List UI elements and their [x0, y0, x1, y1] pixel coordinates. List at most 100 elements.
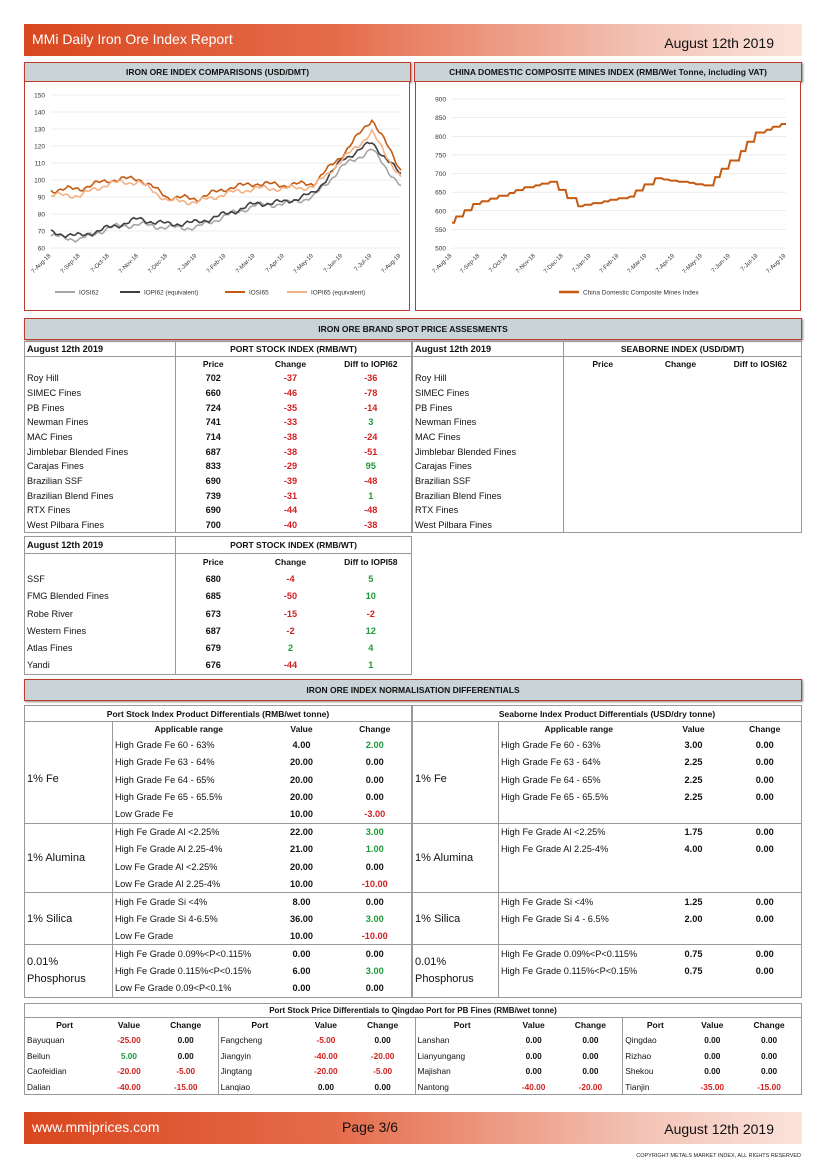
diff-value: 0.75 — [684, 965, 703, 976]
diff-group-label: 1% Silica — [24, 892, 113, 945]
port-name: Lanqiao — [217, 1079, 302, 1095]
brand58-name: Robe River — [24, 605, 176, 623]
diff-value: 0.00 — [292, 948, 311, 959]
brand58-price: 676 — [205, 660, 221, 671]
port-name: Dalian — [27, 1081, 51, 1092]
port-name: Qingdao — [622, 1032, 688, 1048]
diff-value: 20.00 — [290, 861, 313, 872]
series-line — [50, 128, 402, 206]
brand-name: Jimblebar Blended Fines — [24, 444, 176, 459]
sea-brand-name: MAC Fines — [412, 429, 564, 445]
diff-change: 0.00 — [365, 792, 384, 803]
seaborne-table: August 12th 2019 SEABORNE INDEX (USD/DMT… — [412, 341, 802, 533]
sea-brand-price — [564, 386, 642, 401]
brand-price: 724 — [205, 402, 221, 413]
seaborne-header: SEABORNE INDEX (USD/DMT) — [620, 343, 745, 354]
port-value: 0.00 — [704, 1050, 721, 1061]
brand-price: 714 — [205, 431, 221, 442]
y-tick-label: 500 — [435, 246, 446, 253]
diff-row: 1% Alumina High Fe Grade Al <2.25% 1.75 0.0… — [412, 823, 802, 893]
iron-ore-comparison-chart: 60 70 80 90 100 110 120 130 140 150 7-Aug-18 7-Sep-… — [31, 93, 403, 297]
y-tick-label: 800 — [435, 134, 446, 141]
website-link[interactable]: www.mmiprices.com — [32, 1119, 160, 1135]
diff-row: 1% Fe High Grade Fe 60 - 63% 3.00 0.00 — [412, 736, 802, 824]
sea-brand-name: Newman Fines — [412, 414, 564, 430]
diff-row: High Grade Fe 64 - 65% 2.25 0.00 — [413, 771, 802, 788]
legend-label: IOSI62 — [79, 290, 99, 297]
x-tick-label: 7-Aug-18 — [31, 253, 53, 275]
port-value: -35.00 — [700, 1081, 725, 1092]
series-line — [452, 123, 786, 224]
qingdao-col-1: Value — [701, 1020, 724, 1031]
port-name: Nantong — [414, 1079, 509, 1095]
diff-change: -3.00 — [364, 809, 386, 820]
report-date: August 12th 2019 — [664, 35, 774, 51]
diff-value: 2.25 — [684, 774, 703, 785]
diff-range: High Fe Grade Si <4% — [501, 896, 594, 907]
diff-row: 0.01% Phosphorus High Fe Grade 0.09%<P<0.… — [24, 944, 412, 998]
diff-range: Low Fe Grade Al <2.25% — [115, 861, 218, 872]
diff-range: High Fe Grade Si 4-6.5% — [115, 913, 218, 924]
chart1-title: IRON ORE INDEX COMPARISONS (USD/DMT) — [24, 62, 411, 82]
qingdao-col-2: Change — [574, 1020, 606, 1031]
x-tick-label: 7-Apr-19 — [655, 253, 676, 274]
brand58-row: FMG Blended Fines 685 -50 10 — [24, 587, 412, 606]
footer-date: August 12th 2019 — [664, 1121, 774, 1137]
diff-empty — [729, 980, 802, 997]
brand58-change: -50 — [283, 591, 298, 602]
diff-change: 3.00 — [365, 965, 384, 976]
diff-row: Low Fe Grade 10.00 -10.00 — [25, 927, 412, 944]
diff-range: High Fe Grade 0.09%<P<0.115% — [501, 948, 638, 959]
sea-brand-change — [642, 386, 720, 401]
diff-value: 6.00 — [292, 965, 311, 976]
ndiff-col-range: Applicable range — [154, 724, 224, 735]
brand-change: -37 — [283, 373, 298, 384]
qingdao-col-1: Value — [314, 1020, 337, 1031]
ndiff-col-value: Value — [290, 724, 313, 735]
x-tick-label: 7-Dec-18 — [147, 253, 169, 275]
x-tick-label: 7-Jul-19 — [354, 253, 374, 273]
y-tick-label: 80 — [38, 212, 46, 219]
diff-row: Low Fe Grade Al <2.25% 20.00 0.00 — [25, 858, 412, 875]
brand-price: 690 — [205, 505, 221, 516]
diff-range: High Fe Grade 0.115%<P<0.15% — [501, 965, 638, 976]
qingdao-col-0: Port — [217, 1017, 302, 1033]
brand-price: 690 — [205, 476, 221, 487]
sea-brand-price — [564, 444, 642, 459]
diff-value: 20.00 — [290, 792, 313, 803]
brand-row: RTX Fines 690 -44 -48 — [24, 503, 412, 518]
diff-change: 0.00 — [755, 827, 774, 838]
sea-brand-diff — [720, 415, 802, 430]
port-value: 0.00 — [525, 1050, 542, 1061]
diff-value: 2.00 — [684, 913, 703, 924]
brand-price: 741 — [205, 417, 221, 428]
sea-brand-price — [564, 518, 642, 533]
brand-name: Brazilian Blend Fines — [24, 488, 176, 504]
port-stock-58-table: August 12th 2019 PORT STOCK INDEX (RMB/W… — [24, 536, 412, 675]
diff-empty — [499, 806, 659, 823]
qingdao-header: Port Stock Price Differentials to Qingda… — [269, 1006, 557, 1015]
diff-change: 0.00 — [365, 757, 384, 768]
brand58-change: -15 — [283, 608, 298, 619]
diff-group-label: 1% Fe — [24, 736, 113, 824]
diff-range: High Fe Grade 0.09%<P<0.115% — [115, 948, 252, 959]
diff-change: -10.00 — [361, 930, 388, 941]
sea-brand-price — [564, 400, 642, 415]
brand-diff: -78 — [364, 387, 378, 398]
x-tick-label: 7-Mar-19 — [235, 253, 257, 275]
diff-empty — [659, 806, 729, 823]
port-value: -20.00 — [117, 1066, 141, 1077]
legend-label: IOPI65 (equivalent) — [311, 290, 365, 297]
port-change: 0.00 — [374, 1081, 391, 1092]
port-value: -20.00 — [314, 1066, 338, 1077]
brand58-price: 680 — [205, 574, 221, 585]
brand-name: MAC Fines — [24, 429, 176, 445]
y-tick-label: 100 — [34, 178, 45, 185]
port-value: 0.00 — [525, 1066, 542, 1077]
diff-change: 0.00 — [365, 948, 384, 959]
sea-brand-diff — [720, 400, 802, 415]
sea-brand-change — [642, 430, 720, 445]
sea-brand-name: Jimblebar Blended Fines — [412, 444, 564, 459]
port-name: Rizhao — [622, 1048, 688, 1064]
x-tick-label: 7-Sep-18 — [60, 253, 82, 275]
